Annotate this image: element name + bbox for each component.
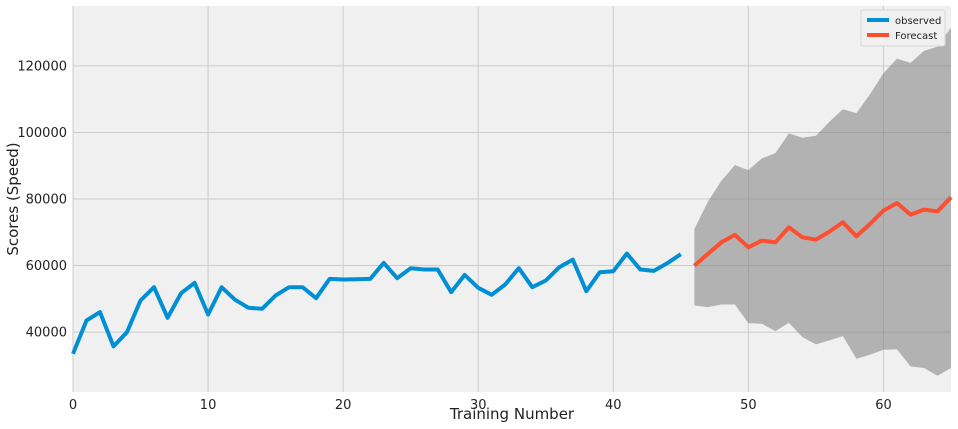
series-line-forecast: [693, 195, 953, 268]
x-tick-label: 40: [605, 398, 622, 413]
x-tick-label: 10: [200, 398, 217, 413]
x-tick-label: 60: [875, 398, 892, 413]
series-line-observed: [71, 251, 682, 355]
x-tick-label: 50: [740, 398, 757, 413]
x-tick-label: 30: [470, 398, 487, 413]
legend-label-forecast: Forecast: [895, 31, 937, 42]
y-tick-labels: 40000 60000 80000 100000 120000: [17, 59, 67, 340]
x-tick-label: 0: [69, 398, 77, 413]
y-tick-label: 120000: [17, 59, 67, 74]
x-tick-label: 20: [335, 398, 352, 413]
forecast-confidence-band: [694, 27, 951, 376]
x-tick-labels: 0 10 20 30 40 50 60: [69, 398, 892, 413]
y-axis-label: Scores (Speed): [4, 142, 22, 255]
y-tick-label: 60000: [26, 259, 67, 274]
y-tick-label: 80000: [26, 193, 67, 208]
confidence-band: [694, 27, 951, 376]
legend-label-observed: observed: [895, 16, 941, 27]
x-axis-label: Training Number: [449, 405, 575, 423]
series-lines: [71, 195, 953, 355]
legend: observed Forecast: [860, 9, 946, 47]
y-tick-label: 40000: [26, 326, 67, 341]
y-tick-label: 100000: [17, 126, 67, 141]
